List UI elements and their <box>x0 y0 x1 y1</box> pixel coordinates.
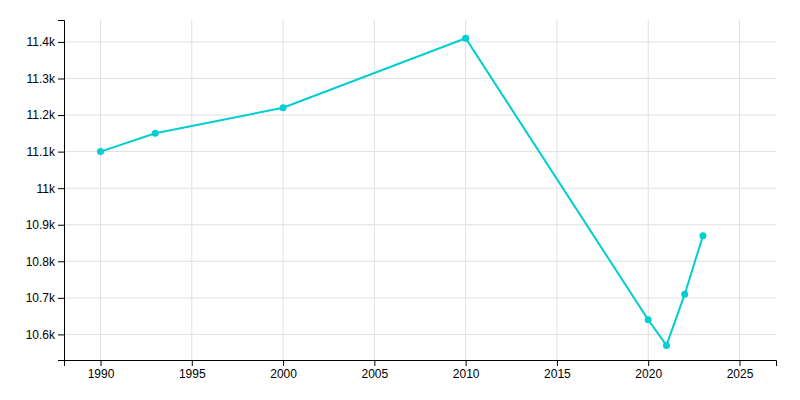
y-tick: 10.8k <box>26 255 64 269</box>
y-tick-label: 11.3k <box>27 72 56 86</box>
grid-line-x <box>648 20 649 360</box>
y-tick-mark <box>58 225 64 226</box>
x-tick-label: 1995 <box>179 367 206 381</box>
y-tick-mark <box>58 334 64 335</box>
marker <box>152 130 159 137</box>
x-tick-label: 2015 <box>544 367 571 381</box>
x-tick-mark <box>101 360 102 366</box>
marker <box>97 148 104 155</box>
grid-line-y <box>64 151 776 152</box>
marker <box>462 35 469 42</box>
marker <box>280 104 287 111</box>
y-tick: 11.1k <box>27 145 64 159</box>
x-tick-label: 2005 <box>362 367 389 381</box>
y-tick: 10.9k <box>26 218 64 232</box>
y-tick-mark <box>58 42 64 43</box>
grid-line-y <box>64 115 776 116</box>
x-tick-label: 2025 <box>727 367 754 381</box>
y-tick-label: 10.9k <box>26 218 56 232</box>
x-axis-line <box>65 361 777 367</box>
y-tick: 11.2k <box>27 108 64 122</box>
grid-line-y <box>64 188 776 189</box>
line <box>101 38 703 345</box>
grid-line-y <box>64 261 776 262</box>
y-tick-label: 11.2k <box>27 108 56 122</box>
y-axis: 10.6k 10.7k 10.8k 10.9k 11k 11.1k 11.2k 11.3k 11… <box>26 21 65 361</box>
x-tick: 2000 <box>270 360 297 381</box>
y-tick-label: 10.6k <box>26 328 56 342</box>
y-tick-label: 11.1k <box>27 145 56 159</box>
grid-line-y <box>64 41 776 42</box>
y-tick-label: 10.7k <box>26 291 56 305</box>
y-tick-label: 11k <box>37 182 56 196</box>
x-tick-label: 2020 <box>635 367 662 381</box>
y-tick-mark <box>58 298 64 299</box>
x-tick-label: 2000 <box>270 367 297 381</box>
marks <box>97 35 706 349</box>
grid-line-y <box>64 78 776 79</box>
x-tick-mark <box>192 360 193 366</box>
grid-line-y <box>64 224 776 225</box>
y-tick: 11k <box>37 182 64 196</box>
x-tick: 2005 <box>362 360 389 381</box>
x-tick-mark <box>374 360 375 366</box>
x-tick-label: 2010 <box>453 367 480 381</box>
x-tick-mark <box>739 360 740 366</box>
x-tick: 1995 <box>179 360 206 381</box>
y-tick-mark <box>58 188 64 189</box>
x-tick-mark <box>466 360 467 366</box>
y-tick-label: 10.8k <box>26 255 56 269</box>
x-tick-mark <box>648 360 649 366</box>
y-tick-label: 11.4k <box>27 35 56 49</box>
y-tick-mark <box>58 78 64 79</box>
chart: 1990199520002005201020152020202510.6k10.… <box>0 0 800 400</box>
x-tick: 2010 <box>453 360 480 381</box>
x-tick: 2020 <box>635 360 662 381</box>
y-axis-line <box>58 21 65 361</box>
x-tick-mark <box>283 360 284 366</box>
marker <box>699 232 706 239</box>
y-tick-mark <box>58 261 64 262</box>
grid-line-x <box>100 20 101 360</box>
grid-line-x <box>739 20 740 360</box>
grid-line-x <box>374 20 375 360</box>
y-tick: 10.6k <box>26 328 64 342</box>
x-tick: 1990 <box>88 360 115 381</box>
y-tick-mark <box>58 115 64 116</box>
x-tick-mark <box>557 360 558 366</box>
grid-line-x <box>191 20 192 360</box>
grid-line-x <box>465 20 466 360</box>
y-tick: 11.4k <box>27 35 64 49</box>
x-axis: 1990 1995 2000 2005 2010 2015 2020 2025 <box>65 360 777 381</box>
grid-line-x <box>283 20 284 360</box>
grid-line-x <box>556 20 557 360</box>
grid-line-y <box>64 297 776 298</box>
marker <box>681 291 688 298</box>
y-tick: 11.3k <box>27 72 64 86</box>
plot: 1990199520002005201020152020202510.6k10.… <box>26 20 777 381</box>
x-tick: 2025 <box>727 360 754 381</box>
y-tick-mark <box>58 152 64 153</box>
marker <box>663 342 670 349</box>
grid <box>64 20 776 360</box>
y-tick: 10.7k <box>26 291 64 305</box>
x-tick-label: 1990 <box>88 367 115 381</box>
x-tick: 2015 <box>544 360 571 381</box>
marker <box>645 316 652 323</box>
